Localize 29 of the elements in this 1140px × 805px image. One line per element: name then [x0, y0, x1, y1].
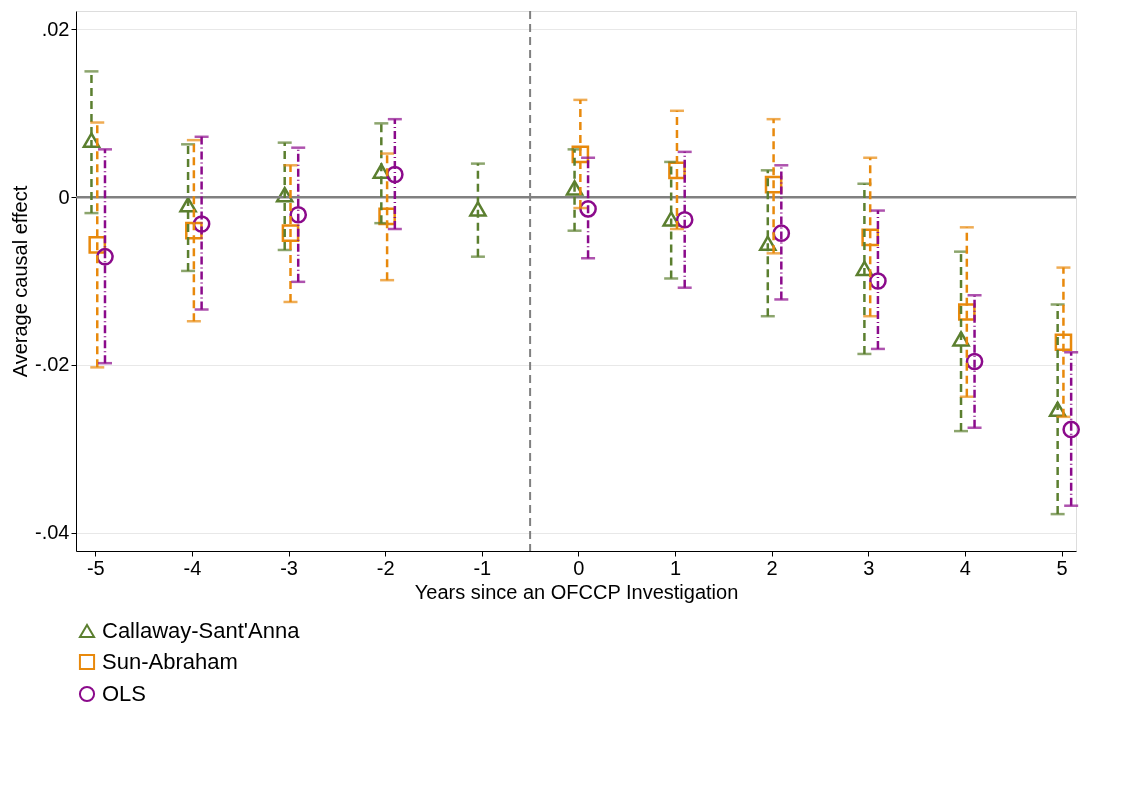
point [1054, 333, 1073, 352]
x-tick-label: -5 [86, 556, 105, 579]
y-tick-label: -.02 [35, 353, 70, 376]
point [1062, 420, 1080, 439]
x-tick-label: 2 [766, 556, 778, 579]
x-tick-label: 0 [573, 556, 585, 579]
legend-label: Sun-Abraham [102, 649, 238, 674]
x-tick-label: 4 [959, 556, 971, 579]
y-axis-title: Average causal effect [9, 185, 32, 378]
y-tick-label: .02 [41, 17, 70, 40]
x-tick-label: 3 [863, 556, 875, 579]
x-tick-label: -3 [280, 556, 298, 579]
x-tick-label: 5 [1056, 556, 1068, 579]
x-tick-label: -4 [183, 556, 202, 579]
point [675, 210, 694, 229]
x-tick-label: 1 [669, 556, 682, 579]
point [579, 200, 597, 218]
point [289, 205, 308, 224]
y-tick-label: 0 [58, 185, 70, 208]
legend-label: Callaway-Sant'Anna [102, 618, 301, 643]
x-tick-label: -1 [473, 556, 492, 579]
point [952, 331, 970, 347]
point [965, 352, 984, 371]
x-tick-label: -2 [376, 556, 395, 579]
y-tick-label: -.04 [35, 521, 70, 544]
legend-label: OLS [102, 681, 147, 706]
point [869, 272, 887, 290]
x-axis-title: Years since an OFCCP Investigation [414, 580, 739, 603]
point [469, 201, 487, 217]
